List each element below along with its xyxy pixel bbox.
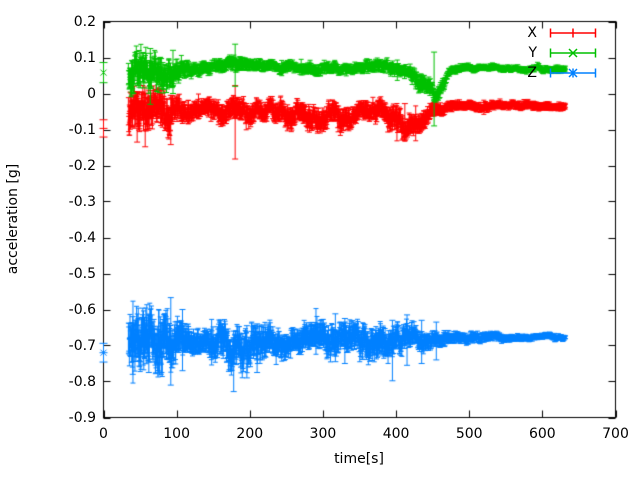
x-tick-label: 0 (99, 426, 108, 442)
y-tick-label: -0.7 (68, 337, 96, 354)
legend-sample-y-errorbar-icon (549, 48, 597, 58)
x-tick-label: 300 (309, 426, 337, 442)
legend: X Y Z (507, 23, 597, 83)
x-tick-label: 100 (163, 426, 191, 442)
y-tick-label: 0.1 (73, 49, 96, 66)
x-axis-label: time[s] (334, 451, 384, 467)
legend-label-z: Z (527, 65, 537, 81)
legend-label-x: X (527, 25, 537, 41)
y-tick-label: -0.1 (68, 121, 96, 138)
legend-entry-y: Y (507, 43, 597, 63)
legend-entry-x: X (507, 23, 597, 43)
legend-entry-z: Z (507, 63, 597, 83)
legend-sample-z-errorbar-icon (549, 68, 597, 78)
x-tick-label: 700 (602, 426, 629, 442)
y-tick-label: -0.4 (68, 229, 96, 246)
y-tick-label: -0.2 (68, 157, 96, 174)
legend-sample-x-errorbar-icon (549, 28, 597, 38)
y-tick-label: -0.8 (68, 373, 96, 390)
y-tick-label: -0.9 (68, 409, 96, 426)
x-tick-label: 600 (528, 426, 556, 442)
legend-label-y: Y (528, 45, 537, 61)
x-tick-label: 500 (455, 426, 483, 442)
y-tick-label: -0.3 (68, 193, 96, 210)
y-tick-label: 0 (87, 85, 96, 102)
x-tick-label: 200 (236, 426, 264, 442)
y-axis-label: acceleration [g] (5, 163, 21, 275)
x-tick-label: 400 (382, 426, 410, 442)
y-tick-label: 0.2 (73, 13, 96, 30)
y-tick-label: -0.6 (68, 301, 96, 318)
y-tick-label: -0.5 (68, 265, 96, 282)
